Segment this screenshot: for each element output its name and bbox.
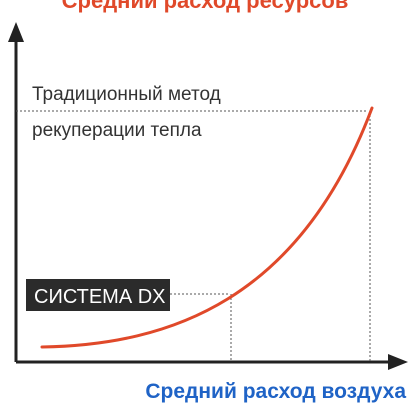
- y-axis-arrow-icon: [8, 22, 24, 42]
- traditional-label-line1: Традиционный метод: [32, 84, 221, 105]
- dx-label: СИСТЕМА DX: [34, 286, 166, 308]
- dx-label-box: [26, 279, 170, 311]
- traditional-label-line2: рекуперации тепла: [32, 120, 202, 141]
- x-axis-label: Средний расход воздуха: [145, 380, 406, 403]
- top-title: Средний расход ресурсов: [62, 0, 349, 13]
- x-axis-arrow-icon: [388, 354, 408, 370]
- consumption-curve: [40, 106, 374, 349]
